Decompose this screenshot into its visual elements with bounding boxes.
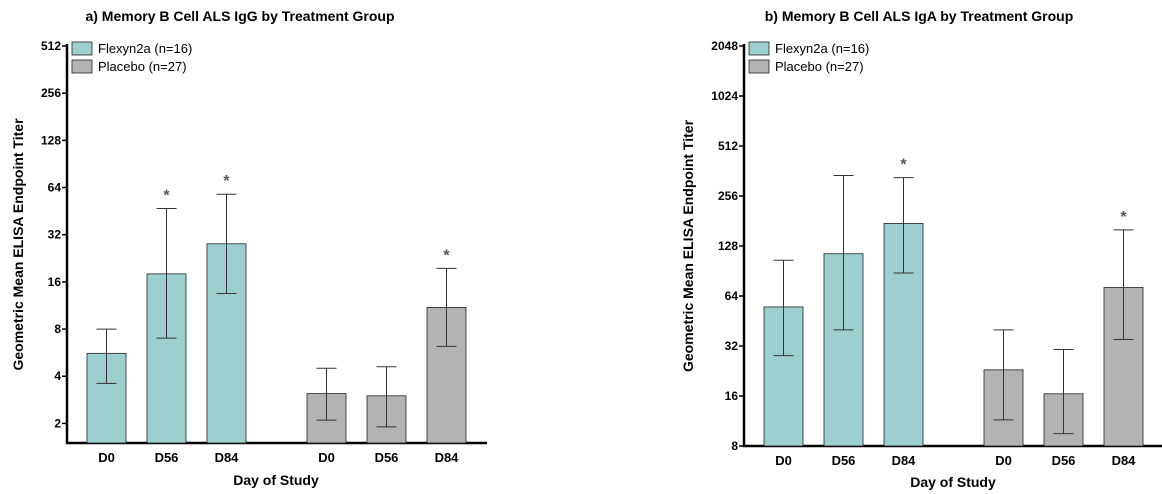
y-tick-label: 2048: [711, 39, 738, 53]
x-axis-label: Day of Study: [233, 472, 319, 488]
significance-star: *: [223, 173, 230, 190]
y-tick-label: 2: [54, 416, 61, 430]
y-tick-label: 8: [731, 439, 738, 453]
x-tick-label: D56: [1052, 453, 1076, 468]
y-tick-label: 32: [48, 228, 62, 242]
legend-swatch: [71, 41, 93, 56]
x-tick-label: D84: [892, 453, 917, 468]
x-tick-label: D0: [995, 453, 1012, 468]
y-tick-label: 8: [54, 322, 61, 336]
x-tick-label: D84: [215, 450, 240, 465]
y-tick-label: 256: [41, 86, 61, 100]
x-tick-label: D0: [318, 450, 335, 465]
y-tick-label: 64: [48, 181, 62, 195]
y-tick-label: 64: [725, 289, 739, 303]
legend-label: Flexyn2a (n=16): [775, 41, 869, 56]
y-tick-label: 32: [725, 339, 739, 353]
y-tick-label: 16: [725, 389, 739, 403]
y-tick-label: 1024: [711, 89, 738, 103]
x-tick-label: D0: [98, 450, 115, 465]
legend-swatch: [71, 59, 93, 74]
x-tick-label: D0: [775, 453, 792, 468]
x-tick-label: D56: [375, 450, 399, 465]
y-tick-label: 128: [41, 133, 61, 147]
significance-star: *: [443, 247, 450, 264]
x-tick-label: D84: [1112, 453, 1137, 468]
legend-label: Placebo (n=27): [775, 59, 864, 74]
y-axis-label: Geometric Mean ELISA Endpoint Titer: [10, 118, 26, 371]
x-tick-label: D56: [832, 453, 856, 468]
legend-label: Placebo (n=27): [98, 59, 187, 74]
y-tick-label: 16: [48, 275, 62, 289]
legend-swatch: [748, 41, 770, 56]
y-tick-label: 512: [41, 39, 61, 53]
x-tick-label: D56: [155, 450, 179, 465]
y-tick-label: 512: [718, 139, 738, 153]
x-tick-label: D84: [435, 450, 460, 465]
significance-star: *: [1120, 209, 1127, 226]
y-axis-label: Geometric Mean ELISA Endpoint Titer: [680, 119, 696, 372]
y-tick-label: 256: [718, 189, 738, 203]
y-tick-label: 4: [54, 369, 61, 383]
x-axis-label: Day of Study: [910, 474, 996, 490]
significance-star: *: [900, 157, 907, 174]
legend-label: Flexyn2a (n=16): [98, 41, 192, 56]
y-tick-label: 128: [718, 239, 738, 253]
chart-title: b) Memory B Cell ALS IgA by Treatment Gr…: [765, 8, 1074, 24]
chart-title: a) Memory B Cell ALS IgG by Treatment Gr…: [85, 8, 394, 24]
legend-swatch: [748, 59, 770, 74]
significance-star: *: [163, 188, 170, 205]
